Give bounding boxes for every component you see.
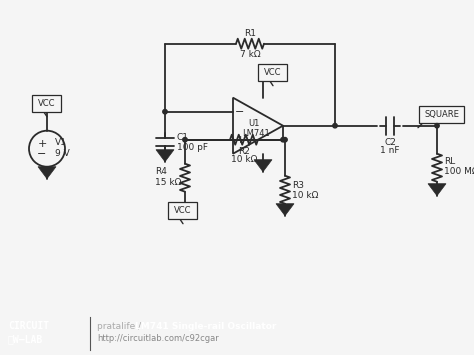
- Text: R1: R1: [244, 29, 256, 38]
- Text: 15 kΩ: 15 kΩ: [155, 178, 182, 187]
- FancyBboxPatch shape: [258, 64, 288, 81]
- Text: 7 kΩ: 7 kΩ: [240, 50, 260, 59]
- Circle shape: [333, 124, 337, 128]
- Text: SQUARE: SQUARE: [425, 110, 459, 119]
- Text: VCC: VCC: [174, 206, 192, 215]
- Text: 10 kΩ: 10 kΩ: [231, 155, 257, 164]
- Circle shape: [281, 137, 285, 142]
- Polygon shape: [276, 204, 294, 216]
- Text: pratalife /: pratalife /: [97, 322, 144, 331]
- Text: +: +: [235, 135, 245, 145]
- Text: C2: C2: [384, 138, 396, 147]
- Text: U1: U1: [248, 119, 260, 128]
- Circle shape: [163, 109, 167, 114]
- Text: 10 kΩ: 10 kΩ: [292, 191, 319, 200]
- FancyBboxPatch shape: [168, 202, 198, 219]
- Polygon shape: [254, 160, 272, 172]
- Text: +: +: [37, 139, 46, 149]
- Text: VCC: VCC: [38, 99, 56, 108]
- Text: C1: C1: [177, 133, 189, 142]
- Text: VCC: VCC: [264, 68, 282, 77]
- Text: LM741 Single-rail Oscillator: LM741 Single-rail Oscillator: [135, 322, 276, 331]
- Text: −: −: [37, 149, 46, 159]
- Text: R2: R2: [238, 147, 250, 156]
- Text: LM741: LM741: [242, 129, 270, 138]
- Text: 100 pF: 100 pF: [177, 143, 208, 152]
- Text: ∿W―LAB: ∿W―LAB: [8, 334, 43, 344]
- Text: 1 nF: 1 nF: [380, 146, 400, 155]
- Text: −: −: [235, 107, 245, 117]
- Circle shape: [435, 124, 439, 128]
- Text: http://circuitlab.com/c92cgar: http://circuitlab.com/c92cgar: [97, 334, 219, 343]
- FancyBboxPatch shape: [33, 95, 62, 112]
- Polygon shape: [428, 184, 446, 196]
- Polygon shape: [156, 150, 174, 162]
- Text: R3: R3: [292, 181, 304, 190]
- Text: 100 MΩ: 100 MΩ: [444, 167, 474, 176]
- Text: 9 V: 9 V: [55, 149, 70, 158]
- Circle shape: [283, 137, 287, 142]
- Text: RL: RL: [444, 157, 455, 166]
- Circle shape: [183, 137, 187, 142]
- Text: R4: R4: [155, 167, 167, 176]
- Text: CIRCUIT: CIRCUIT: [8, 321, 49, 331]
- Polygon shape: [38, 167, 56, 179]
- FancyBboxPatch shape: [419, 106, 465, 123]
- Text: V1: V1: [55, 138, 67, 147]
